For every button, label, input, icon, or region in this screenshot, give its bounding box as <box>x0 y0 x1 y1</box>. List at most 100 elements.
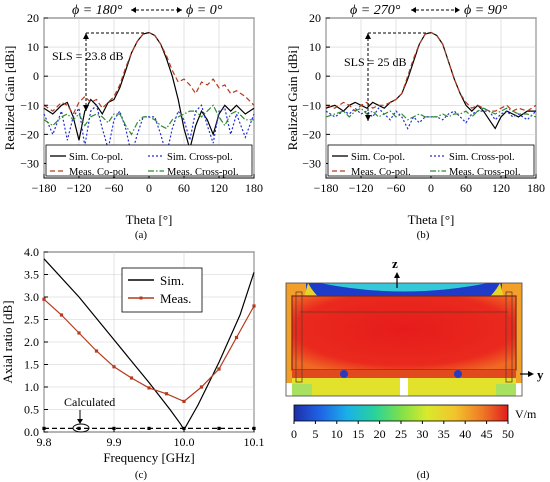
legend-c <box>121 267 203 313</box>
y-tick-label: 20 <box>27 11 39 25</box>
colorbar-tick-label: 10 <box>331 427 343 441</box>
data-point <box>94 349 99 353</box>
sls-marker-b <box>365 32 432 121</box>
ticks-c: 9.8 9.9 10.0 10.1 0.0 0.5 1.0 1.5 2.0 2.5 3.0 3.5 4.… <box>24 245 265 449</box>
legend-label: Meas. Co-pol. <box>69 167 129 178</box>
legend-label: Meas. Cross-pol. <box>167 167 238 178</box>
sls-label-a: SLS = 23.8 dB <box>52 49 123 63</box>
phi-arrow-b <box>411 7 460 13</box>
y-tick-label: 20 <box>309 11 321 25</box>
z-axis-label: z <box>392 256 398 271</box>
colorbar-tick-label: 50 <box>502 427 514 441</box>
phi-left-label-b: ϕ = 270° <box>350 3 401 18</box>
legend-label: Sim. Cross-pol. <box>449 152 515 163</box>
x-tick-label: 180 <box>245 181 263 195</box>
x-tick-label: −180 <box>314 181 339 195</box>
calculated-label: Calculated <box>64 395 115 409</box>
x-tick-label: 60 <box>178 181 190 195</box>
z-axis-arrow <box>394 272 400 288</box>
caption-c: (c) <box>135 469 148 481</box>
x-tick-label: 0 <box>428 181 434 195</box>
x-tick-label: 0 <box>146 181 152 195</box>
data-point <box>77 331 81 335</box>
phi-right-label-a: ϕ = 0° <box>186 3 223 18</box>
y-tick-label: −20 <box>302 127 321 141</box>
panel-b: −180 −120 −60 0 60 120 180 20 10 0 −10 −20 −30 ϕ = 2… <box>285 3 545 241</box>
colorbar-tick-label: 35 <box>438 427 450 441</box>
sls-marker-a <box>83 32 150 111</box>
y-tick-label: −10 <box>302 98 321 112</box>
y-tick-label: −10 <box>20 98 39 112</box>
x-tick-label: −120 <box>349 181 374 195</box>
x-tick-label: 10.1 <box>244 435 265 449</box>
colorbar <box>293 404 509 422</box>
xlabel-c: Frequency [GHz] <box>103 450 194 465</box>
e-field-map <box>285 282 523 397</box>
data-point <box>182 399 186 403</box>
x-tick-label: −60 <box>105 181 124 195</box>
x-tick-label: 120 <box>210 181 228 195</box>
colorbar-tick-label: 25 <box>395 427 407 441</box>
data-point <box>147 386 151 390</box>
sls-label-b: SLS = 25 dB <box>344 55 406 69</box>
legend-a-items: Sim. Co-pol. Sim. Cross-pol. Meas. Co-pol.… <box>50 152 238 178</box>
y-axis-label: y <box>537 367 544 382</box>
panel-d: z y 0 5 10 15 20 25 30 35 40 45 50 V/m (d) <box>285 256 544 481</box>
caption-a: (a) <box>135 229 148 241</box>
series-line-meas <box>43 298 255 403</box>
x-tick-label: −120 <box>67 181 92 195</box>
data-point <box>217 367 221 371</box>
data-point <box>129 376 134 380</box>
legend-label: Meas. Cross-pol. <box>449 167 520 178</box>
legend-label: Sim. Co-pol. <box>69 152 123 163</box>
legend-label: Sim. <box>160 273 184 288</box>
phi-right-label-b: ϕ = 90° <box>464 3 508 18</box>
legend-label: Meas. <box>160 291 191 306</box>
panel-c: 9.8 9.9 10.0 10.1 0.0 0.5 1.0 1.5 2.0 2.5 3.0 3.5 4.… <box>0 245 265 481</box>
y-tick-label: 10 <box>309 40 321 54</box>
y-tick-label: 0 <box>33 69 39 83</box>
colorbar-tick-label: 5 <box>312 427 318 441</box>
y-axis-arrow <box>520 371 534 377</box>
phi-arrow-a <box>131 7 182 13</box>
x-tick-label: 9.9 <box>107 435 122 449</box>
y-tick-label: 0 <box>315 69 321 83</box>
colorbar-tick-label: 45 <box>481 427 493 441</box>
data-point <box>199 385 204 389</box>
y-tick-label: 4.0 <box>24 245 39 259</box>
x-tick-label: −60 <box>387 181 406 195</box>
phi-left-label-a: ϕ = 180° <box>72 3 123 18</box>
y-tick-label: 2.0 <box>24 335 39 349</box>
data-point <box>252 304 256 308</box>
x-tick-label: −180 <box>32 181 57 195</box>
legend-c-items: Sim. Meas. <box>128 273 191 306</box>
ticks-b: −180 −120 −60 0 60 120 180 20 10 0 −10 −20 −30 <box>302 11 545 195</box>
ylabel-b: Realized Gain [dBi] <box>285 46 300 151</box>
y-tick-label: 0.5 <box>24 403 39 417</box>
colorbar-tick-label: 30 <box>416 427 428 441</box>
y-tick-label: 0.0 <box>24 425 39 439</box>
series-line-sim <box>43 258 255 431</box>
legend-label: Sim. Cross-pol. <box>167 152 233 163</box>
series-line-sim-cross-pol <box>43 104 255 155</box>
colorbar-tick-label: 40 <box>459 427 471 441</box>
data-point <box>112 365 116 369</box>
y-tick-label: 3.5 <box>24 268 39 282</box>
data-point <box>59 313 64 317</box>
panel-a: −180 −120 −60 0 60 120 180 20 10 0 −10 −20 −30 ϕ = 1… <box>2 3 263 241</box>
y-tick-label: −30 <box>20 156 39 170</box>
legend-label: Sim. Co-pol. <box>351 152 405 163</box>
y-tick-label: −30 <box>302 156 321 170</box>
colorbar-tick-label: 20 <box>374 427 386 441</box>
series-line-meas-cross-pol <box>325 107 537 121</box>
x-tick-label: 9.8 <box>37 435 52 449</box>
y-tick-label: 1.5 <box>24 358 39 372</box>
y-tick-label: −20 <box>20 127 39 141</box>
y-tick-label: 10 <box>27 40 39 54</box>
legend-label: Meas. Co-pol. <box>351 167 411 178</box>
y-tick-label: 3.0 <box>24 290 39 304</box>
legend-marker <box>139 296 143 300</box>
caption-d: (d) <box>417 469 430 481</box>
colorbar-tick-label: 0 <box>291 427 297 441</box>
